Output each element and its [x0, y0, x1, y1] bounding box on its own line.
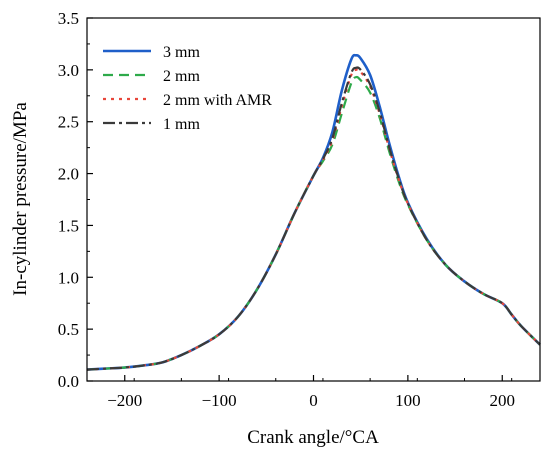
y-tick-label: 3.0 — [58, 61, 79, 80]
y-tick-label: 1.0 — [58, 268, 79, 287]
series-line-4 — [86, 66, 541, 371]
x-tick-label: 200 — [490, 391, 516, 410]
y-tick-label: 2.0 — [58, 165, 79, 184]
legend-label-4: 1 mm — [163, 116, 200, 133]
x-axis: −200 −100 0 100 200 — [86, 375, 516, 410]
plot-frame — [86, 17, 541, 382]
y-axis: 0.0 0.5 1.0 1.5 2.0 2.5 3.0 3.5 — [58, 9, 93, 391]
series-line-3 — [86, 68, 541, 371]
series-line-2 — [86, 75, 541, 371]
legend-label-3: 2 mm with AMR — [163, 92, 272, 109]
series-line-1 — [86, 53, 541, 371]
x-tick-label: −200 — [107, 391, 142, 410]
y-tick-label: 0.5 — [58, 320, 79, 339]
plot-area: −200 −100 0 100 200 0.0 0.5 1.0 1.5 2.0 2.5 3.0 3.5 — [58, 9, 541, 410]
y-tick-label: 1.5 — [58, 216, 79, 235]
y-tick-label: 0.0 — [58, 372, 79, 391]
legend-label-2: 2 mm — [163, 68, 200, 85]
x-tick-label: 0 — [309, 391, 318, 410]
legend-label-1: 3 mm — [163, 44, 200, 61]
x-axis-title: Crank angle/°CA — [247, 427, 379, 448]
y-tick-label: 3.5 — [58, 9, 79, 28]
y-axis-title: In-cylinder pressure/MPa — [10, 102, 31, 296]
legend: 3 mm 2 mm 2 mm with AMR 1 mm — [103, 44, 272, 133]
y-tick-label: 2.5 — [58, 113, 79, 132]
x-tick-label: 100 — [395, 391, 421, 410]
series-lines — [86, 53, 541, 371]
x-tick-label: −100 — [202, 391, 237, 410]
